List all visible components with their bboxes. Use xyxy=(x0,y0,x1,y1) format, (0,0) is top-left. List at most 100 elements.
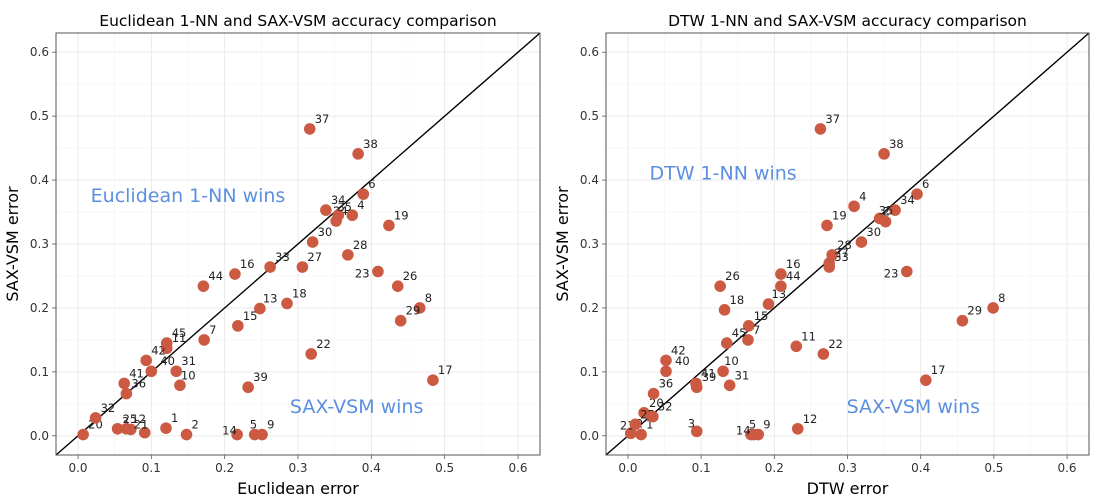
point-label: 40 xyxy=(160,354,175,368)
diagonal-line xyxy=(55,32,541,456)
data-point xyxy=(742,320,755,332)
point-label: 32 xyxy=(101,401,116,415)
data-point xyxy=(911,188,923,200)
x-tick-label: 0.3 xyxy=(288,461,307,475)
data-point xyxy=(118,377,130,390)
point-label: 17 xyxy=(438,363,453,377)
point-label: 32 xyxy=(658,400,673,414)
region-annotation: SAX-VSM wins xyxy=(290,396,423,418)
point-label: 11 xyxy=(172,331,187,345)
point-label: 1 xyxy=(171,411,178,425)
point-label: 3 xyxy=(122,414,129,428)
data-point xyxy=(635,428,647,441)
data-point xyxy=(332,209,345,222)
data-point xyxy=(814,123,827,135)
y-tick-label: 0.5 xyxy=(580,109,599,123)
x-tick-label: 0.4 xyxy=(362,461,381,475)
data-point xyxy=(855,236,868,248)
point-label: 37 xyxy=(315,112,330,126)
point-label: 33 xyxy=(834,250,849,264)
data-point xyxy=(745,428,757,441)
annotations-layer: Euclidean 1-NN wins SAX-VSM wins xyxy=(91,185,424,418)
data-point xyxy=(920,374,932,386)
annotations-layer: DTW 1-NN wins SAX-VSM wins xyxy=(649,163,980,418)
data-point xyxy=(900,265,913,278)
point-label: 29 xyxy=(406,304,421,318)
point-label: 34 xyxy=(331,193,346,207)
data-point xyxy=(383,219,395,232)
data-point xyxy=(170,365,183,378)
diagonal-line xyxy=(605,32,1090,456)
grid-lines xyxy=(56,33,540,455)
data-point xyxy=(956,314,969,327)
x-axis-label: DTW error xyxy=(807,479,889,498)
data-point xyxy=(823,261,836,273)
y-tick-label: 0.5 xyxy=(30,109,49,123)
x-tick-label: 0.6 xyxy=(1057,461,1076,475)
point-label: 23 xyxy=(355,266,370,280)
point-label: 39 xyxy=(253,370,268,384)
y-tick-label: 0.3 xyxy=(30,237,49,251)
point-label: 6 xyxy=(368,177,375,191)
data-point xyxy=(120,387,133,400)
point-label: 30 xyxy=(318,225,333,239)
point-label: 35 xyxy=(879,203,894,217)
tick-labels: 0.0 0.1 0.2 0.3 0.4 0.5 0.6 0.0 0.1 0.2 0.3 0.4 0.5 0… xyxy=(30,45,528,475)
data-point xyxy=(180,428,193,441)
point-label: 44 xyxy=(786,269,801,283)
data-point xyxy=(372,265,384,278)
point-label: 15 xyxy=(754,309,769,323)
data-point xyxy=(762,298,775,310)
data-point xyxy=(817,348,830,360)
data-point xyxy=(394,314,407,327)
data-point xyxy=(281,297,293,310)
data-point xyxy=(878,148,890,160)
data-point xyxy=(120,422,133,435)
data-point xyxy=(264,261,276,273)
data-point xyxy=(742,334,754,346)
data-point xyxy=(296,261,309,273)
point-label: 15 xyxy=(243,309,258,323)
data-point xyxy=(231,428,243,441)
point-label: 12 xyxy=(803,412,818,426)
points-layer: 1234567891011121314151617181920212223242… xyxy=(77,112,453,441)
data-point xyxy=(306,236,319,248)
y-tick-label: 0.0 xyxy=(580,429,599,443)
point-label: 10 xyxy=(181,368,196,382)
point-label: 11 xyxy=(801,329,816,343)
data-point xyxy=(77,428,89,441)
data-point xyxy=(346,209,359,222)
data-point xyxy=(660,354,672,367)
data-point xyxy=(140,354,152,367)
x-tick-label: 0.5 xyxy=(984,461,1003,475)
data-point xyxy=(826,249,838,261)
data-point xyxy=(821,219,833,232)
point-label: 29 xyxy=(967,304,982,318)
grid-lines xyxy=(606,33,1089,455)
x-tick-label: 0.1 xyxy=(692,461,711,475)
point-label: 4 xyxy=(357,198,364,212)
point-label: 16 xyxy=(240,257,255,271)
point-label: 25 xyxy=(123,412,138,426)
data-point xyxy=(720,337,733,349)
point-label: 30 xyxy=(866,225,881,239)
data-point xyxy=(714,280,726,293)
data-point xyxy=(138,426,151,439)
point-label: 6 xyxy=(922,177,929,191)
data-point xyxy=(625,427,637,440)
point-label: 5 xyxy=(749,418,756,432)
data-point xyxy=(320,204,332,216)
point-label: 2 xyxy=(192,418,199,432)
data-point xyxy=(303,123,316,135)
data-point xyxy=(254,302,266,315)
y-axis-label: SAX-VSM error xyxy=(553,186,572,302)
point-label: 28 xyxy=(353,238,368,252)
point-label: 36 xyxy=(659,377,674,391)
point-label: 22 xyxy=(316,337,331,351)
data-point xyxy=(357,188,370,200)
data-point xyxy=(987,302,999,314)
y-tick-label: 0.1 xyxy=(30,365,49,379)
point-label: 39 xyxy=(702,370,717,384)
point-label: 22 xyxy=(828,337,843,351)
y-tick-label: 0.2 xyxy=(580,301,599,315)
